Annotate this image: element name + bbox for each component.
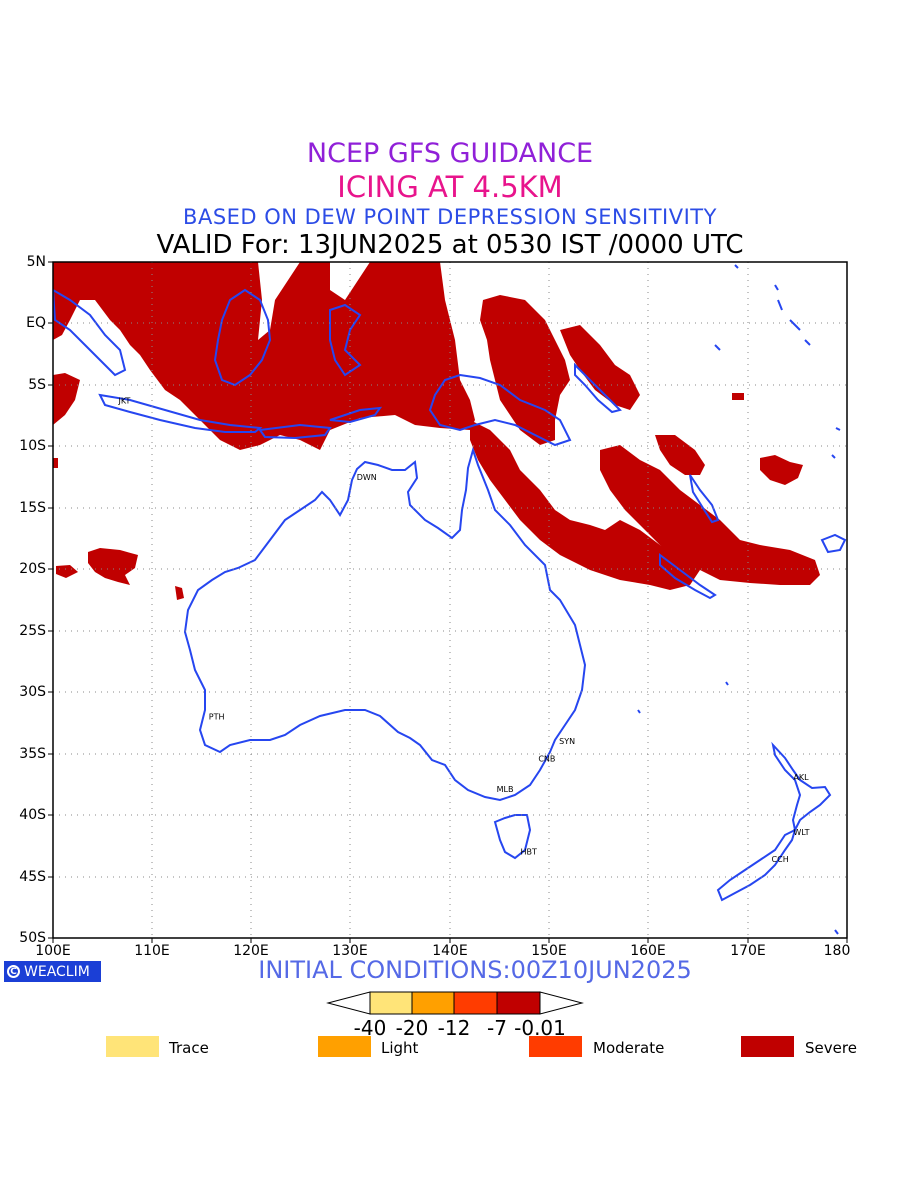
lon-label-100e: 100E <box>35 943 71 959</box>
icing-region-small-3 <box>732 393 744 400</box>
valid-time: VALID For: 13JUN2025 at 0530 IST /0000 U… <box>156 230 744 260</box>
city-label-syn: SYN <box>559 737 575 746</box>
icing-region-small-4 <box>53 458 58 468</box>
legend-label-trace: Trace <box>169 1039 209 1057</box>
colorbar-tick-2: -20 <box>395 1016 429 1040</box>
icing-map: JKT DWN PTH SYN CNB MLB HBT AKL WLT CCH <box>48 261 848 943</box>
lat-label-5s: 5S <box>28 377 46 393</box>
java-coast <box>98 393 263 433</box>
city-labels: JKT DWN PTH SYN CNB MLB HBT AKL WLT CCH <box>117 397 809 864</box>
brand-label: WEACLIM <box>24 963 90 980</box>
initial-conditions: INITIAL CONDITIONS:00Z10JUN2025 <box>258 956 692 984</box>
icing-region-coral-sea <box>600 445 820 585</box>
city-label-akl: AKL <box>793 773 809 782</box>
australia-coast <box>183 446 587 802</box>
icing-region-indian-ocean <box>88 548 138 585</box>
borneo-coast <box>213 288 272 387</box>
timor-coast <box>329 406 383 424</box>
new-guinea-coast <box>428 373 572 447</box>
icing-region-small-2 <box>175 586 184 600</box>
lat-label-45s: 45S <box>19 869 46 885</box>
icing-region-png-north <box>480 295 570 445</box>
lat-label-30s: 30S <box>19 684 46 700</box>
tasmania-coast <box>493 814 532 860</box>
lon-label-130e: 130E <box>332 943 368 959</box>
pacific-islets <box>637 264 841 935</box>
lat-label-40s: 40S <box>19 807 46 823</box>
icing-region-vanuatu <box>655 435 705 475</box>
lat-label-5n: 5N <box>26 254 46 270</box>
lat-label-eq: EQ <box>26 315 46 331</box>
chart-subtitle-method: BASED ON DEW POINT DEPRESSION SENSITIVIT… <box>183 205 717 229</box>
legend-label-severe: Severe <box>805 1039 857 1057</box>
solomon-coast <box>574 362 622 414</box>
copyright-icon: C <box>7 965 20 978</box>
severe-icing-regions <box>53 262 820 600</box>
city-label-jkt: JKT <box>117 397 130 406</box>
colorbar-tick-3: -12 <box>437 1016 471 1040</box>
chart-title: NCEP GFS GUIDANCE <box>306 138 594 169</box>
city-label-mlb: MLB <box>497 785 514 794</box>
sulawesi-coast <box>329 303 362 377</box>
sumatra-coast <box>53 288 127 377</box>
lat-label-25s: 25S <box>19 623 46 639</box>
city-label-hbt: HBT <box>520 848 537 857</box>
weaclim-logo: C WEACLIM <box>4 961 101 982</box>
icing-region-small-1 <box>56 565 78 578</box>
city-label-dwn: DWN <box>357 473 377 482</box>
lat-label-50s: 50S <box>19 930 46 946</box>
legend-swatch-severe <box>741 1036 794 1057</box>
colorbar-tick-4: -7 <box>487 1016 507 1040</box>
lon-label-180: 180 <box>823 943 851 959</box>
lat-label-15s: 15S <box>19 500 46 516</box>
icing-region-java-west <box>53 373 80 425</box>
icing-region-png-south <box>470 420 700 590</box>
gridlines <box>53 262 847 938</box>
lon-label-120e: 120E <box>233 943 269 959</box>
fiji-coast <box>820 533 847 554</box>
lon-label-110e: 110E <box>134 943 170 959</box>
city-label-cch: CCH <box>772 855 789 864</box>
city-label-wlt: WLT <box>793 828 809 837</box>
lon-label-170e: 170E <box>730 943 766 959</box>
city-label-cnb: CNB <box>538 754 555 763</box>
nz-south-coast <box>716 828 797 902</box>
lat-label-10s: 10S <box>19 438 46 454</box>
lon-label-160e: 160E <box>630 943 666 959</box>
legend-swatch-moderate <box>529 1036 582 1057</box>
lat-label-20s: 20S <box>19 561 46 577</box>
lon-label-140e: 140E <box>432 943 468 959</box>
chart-subtitle-field: ICING AT 4.5KM <box>337 170 563 204</box>
icing-region-fiji <box>760 455 803 485</box>
lat-label-35s: 35S <box>19 746 46 762</box>
lesser-sunda-coast <box>258 423 332 440</box>
legend-swatch-light <box>318 1036 371 1057</box>
city-label-pth: PTH <box>209 713 225 722</box>
legend-label-light: Light <box>381 1039 419 1057</box>
legend-swatch-trace <box>106 1036 159 1057</box>
lon-label-150e: 150E <box>531 943 567 959</box>
icing-region-solomon <box>560 325 640 410</box>
vanuatu-coast <box>689 474 720 524</box>
axis-ticks <box>48 261 848 943</box>
legend-label-moderate: Moderate <box>593 1039 665 1057</box>
nz-north-coast <box>771 741 832 834</box>
